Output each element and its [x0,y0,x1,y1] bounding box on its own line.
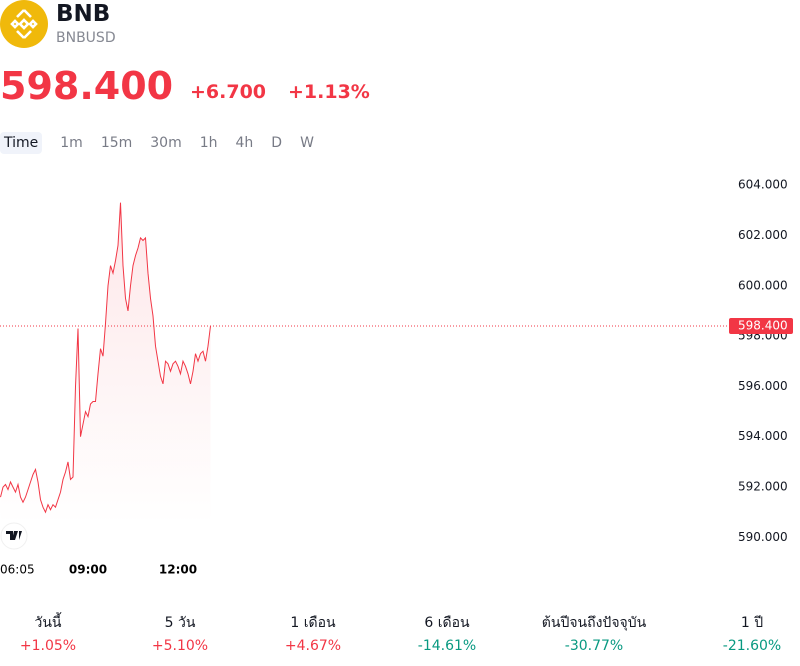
period-value: +1.05% [19,638,77,654]
period-label: วันนี้ [34,615,62,631]
timeframe-button[interactable]: 15m [100,135,133,151]
y-tick-label: 594.000 [738,429,788,443]
period: 6 เดือน -14.61% [367,612,527,654]
timeframe-button[interactable]: D [271,135,283,151]
period-value: -14.61% [417,638,477,654]
chart: 590.000592.000594.000596.000598.000600.0… [0,178,793,577]
change: +6.700 [190,81,267,103]
tv-logo-mark [6,531,22,540]
period-label: 1 เดือน [290,615,336,631]
y-tick-label: 602.000 [738,228,788,242]
last-price-box [729,318,793,335]
periods: วันนี้ +1.05% 5 วัน +5.10% 1 เดือน +4.67% 6 เด… [0,612,800,662]
y-tick-label: 596.000 [738,379,788,393]
ticker: BNBUSD [56,30,116,46]
timeframe-button[interactable]: W [300,135,314,151]
period: 1 เดือน +4.67% [233,612,393,654]
period: วันนี้ +1.05% [0,612,128,654]
y-tick-label: 592.000 [738,480,788,494]
timeframes: Time 1m 15m 30m 1h 4h D W [0,132,324,154]
period: 1 ปี -21.60% [672,612,800,654]
y-tick-label: 604.000 [738,178,788,192]
x-tick-label: 06:05 [0,563,35,577]
period: ต้นปีจนถึงปัจจุบัน -30.77% [514,612,674,654]
period-value: +5.10% [151,638,209,654]
symbol: BNB [56,1,111,27]
timeframe-button[interactable]: 30m [150,135,182,151]
period-label: 5 วัน [164,615,196,631]
last-price-label: 598.400 [738,319,788,333]
x-tick-label: 09:00 [69,563,107,577]
area [0,202,211,525]
timeframe-button[interactable]: 4h [235,135,254,151]
price-line [0,202,211,514]
period-value: +4.67% [284,638,342,654]
period-value: -21.60% [722,638,782,654]
period: 5 วัน +5.10% [100,612,260,654]
change-percent: +1.13% [288,81,370,103]
period-label: ต้นปีจนถึงปัจจุบัน [541,615,647,631]
logo [0,0,48,48]
y-tick-label: 590.000 [738,530,788,544]
timeframe-button[interactable]: 1m [60,135,83,151]
price: 598.400 [0,64,174,108]
y-tick-label: 600.000 [738,278,788,292]
timeframe-button[interactable]: Time [0,132,43,154]
period-label: 6 เดือน [424,615,470,631]
timeframe-button[interactable]: 1h [199,135,218,151]
period-value: -30.77% [564,638,624,654]
tv-logo [0,522,28,550]
x-tick-label: 12:00 [159,563,197,577]
period-label: 1 ปี [740,615,764,631]
